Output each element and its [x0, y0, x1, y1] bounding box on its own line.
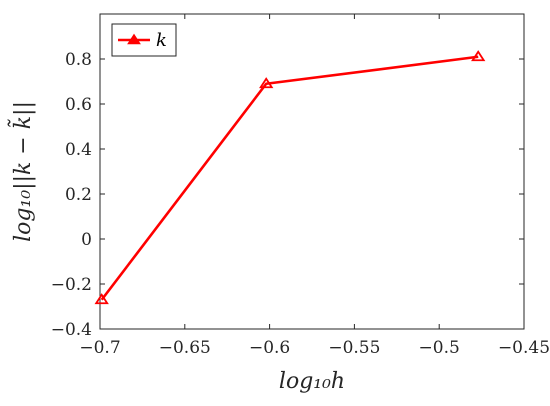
- data-point-marker: [471, 50, 486, 62]
- x-tick-label: −0.65: [159, 338, 211, 358]
- y-tick-label: 0: [81, 230, 92, 250]
- x-tick-label: −0.55: [328, 338, 380, 358]
- x-axis-ticks: −0.7 −0.65 −0.6 −0.55 −0.5 −0.45: [79, 14, 550, 358]
- series-line-k: [100, 55, 479, 301]
- y-tick-label: 0.2: [65, 185, 92, 205]
- y-tick-label: 0.4: [65, 140, 92, 160]
- y-tick-label: −0.2: [51, 275, 92, 295]
- y-tick-label: 0.6: [65, 95, 92, 115]
- axes-frame: [99, 13, 525, 330]
- axis-labels: log₁₀h log₁₀||k − k̃||: [6, 101, 345, 394]
- plot-area: [99, 13, 525, 330]
- data-point-marker: [94, 293, 109, 305]
- data-point-marker: [259, 77, 274, 89]
- x-tick-label: −0.45: [498, 338, 550, 358]
- y-tick-label: 0.8: [65, 50, 92, 70]
- series-layer: [94, 50, 486, 305]
- y-axis-ticks: −0.4 −0.2 0 0.2 0.4 0.6 0.8: [51, 50, 524, 340]
- y-axis-label: log₁₀||k − k̃||: [6, 101, 36, 242]
- legend-entry-label: k: [156, 30, 167, 51]
- x-tick-label: −0.5: [419, 338, 460, 358]
- x-tick-label: −0.6: [249, 338, 290, 358]
- x-tick-label: −0.7: [79, 338, 120, 358]
- legend: k: [111, 23, 177, 57]
- y-tick-label: −0.4: [51, 320, 92, 340]
- x-axis-label: log₁₀h: [279, 369, 345, 394]
- legend-marker: [127, 33, 141, 45]
